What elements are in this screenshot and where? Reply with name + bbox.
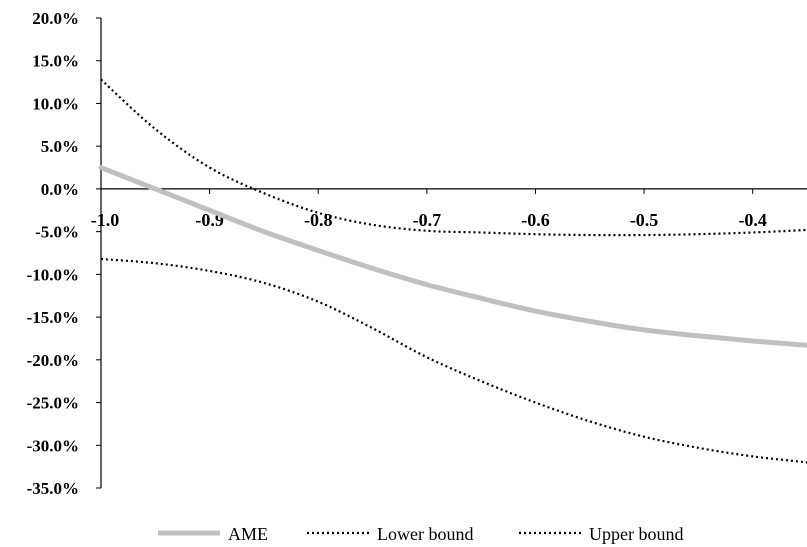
y-tick-label: -10.0%: [27, 265, 79, 284]
x-tick-label: -0.8: [304, 210, 333, 230]
legend: AME Lower bound Upper bound: [158, 524, 683, 544]
legend-label: Lower bound: [377, 524, 473, 544]
legend-label: Upper bound: [589, 524, 683, 544]
x-tick-label: -0.5: [630, 210, 659, 230]
y-tick-label: 20.0%: [32, 9, 79, 28]
series-line-ame: [98, 165, 807, 348]
y-tick-label: -35.0%: [27, 479, 79, 498]
y-axis-ticks: 20.0% 15.0% 10.0% 5.0% 0.0% -5.0% -10.0% -15.0%…: [27, 9, 101, 498]
series-line-lower-bound: [100, 257, 807, 464]
y-tick-label: -30.0%: [27, 436, 79, 455]
series-line-upper-bound: [100, 78, 807, 237]
y-tick-label: 15.0%: [32, 52, 79, 71]
x-tick-label: -0.7: [413, 210, 442, 230]
x-tick-label: -1.0: [91, 210, 120, 230]
axes: [100, 18, 807, 488]
y-tick-label: 10.0%: [32, 94, 79, 113]
x-tick-label: -0.4: [738, 210, 767, 230]
y-tick-label: -20.0%: [27, 351, 79, 370]
y-tick-label: 0.0%: [41, 180, 79, 199]
x-axis-ticks: -1.0 -0.9 -0.8 -0.7 -0.6 -0.5 -0.4: [91, 188, 767, 230]
y-tick-label: -15.0%: [27, 308, 79, 327]
legend-label: AME: [228, 524, 268, 544]
y-tick-label: -25.0%: [27, 394, 79, 413]
y-tick-label: -5.0%: [35, 223, 79, 242]
series-layer: [98, 78, 807, 464]
y-tick-label: 5.0%: [41, 137, 79, 156]
x-tick-label: -0.6: [521, 210, 550, 230]
